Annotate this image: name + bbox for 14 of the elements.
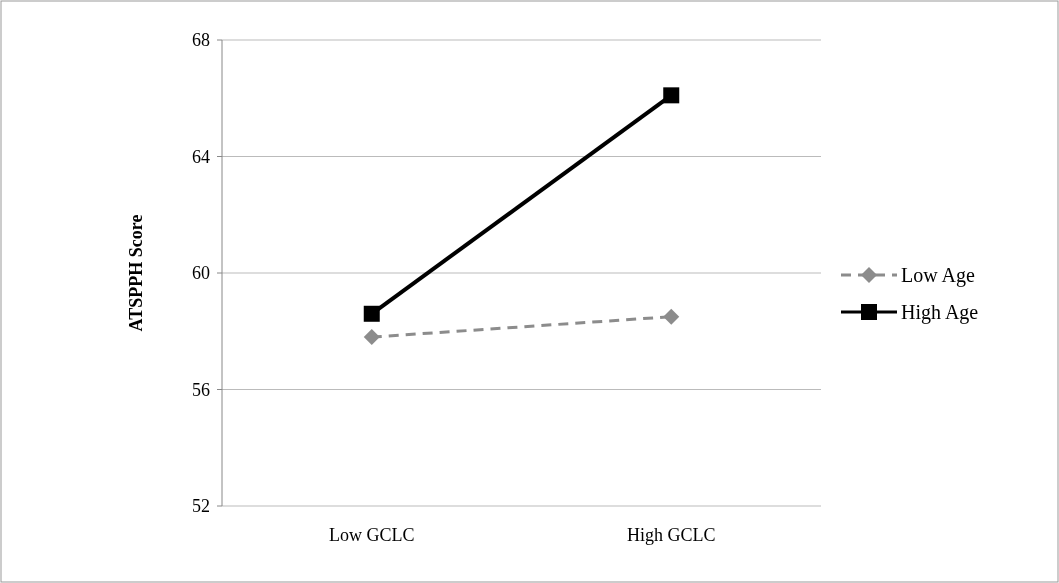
y-tick-label: 64: [192, 146, 210, 167]
x-tick-label: High GCLC: [626, 525, 716, 545]
point: [663, 308, 680, 325]
y-tick-label: 56: [192, 379, 210, 400]
y-tick-label: 60: [192, 263, 210, 284]
point: [363, 305, 380, 322]
x-tick-label: Low GCLC: [329, 525, 415, 545]
y-tick-label: 68: [192, 30, 210, 51]
y-axis-title: ATSPPH Score: [126, 214, 146, 332]
point: [363, 329, 380, 346]
point: [663, 87, 680, 104]
legend-label: Low Age: [901, 264, 975, 287]
y-tick-label: 52: [192, 496, 210, 517]
legend-label: High Age: [901, 301, 979, 324]
